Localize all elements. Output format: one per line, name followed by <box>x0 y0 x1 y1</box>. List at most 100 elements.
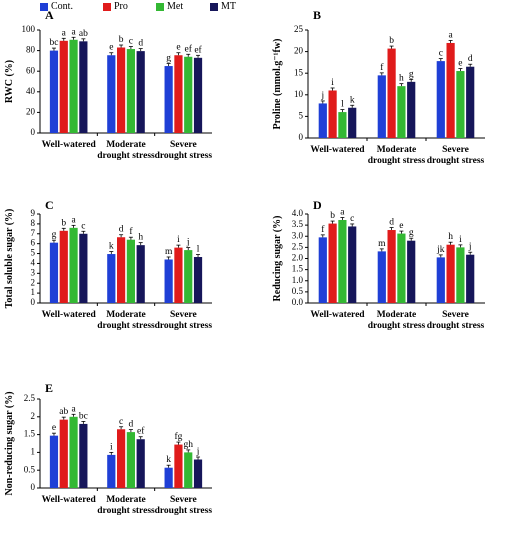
panel-b: B 0 5 10 15 20 25 Proline (mmol.g⁻¹fw) Well-wate… <box>272 8 485 166</box>
significance-letter: m <box>378 239 386 249</box>
bar-d <box>318 237 327 303</box>
y-tick-label: 4.0 <box>292 208 304 218</box>
significance-letter: h <box>448 232 453 242</box>
legend-label-met: Met <box>167 1 184 12</box>
bar-e <box>184 452 193 488</box>
significance-letter: i <box>459 235 462 245</box>
bar-c <box>59 230 68 303</box>
significance-letter: gh <box>183 440 193 450</box>
bar-b <box>456 71 465 138</box>
bar-e <box>136 439 145 488</box>
x-tick-label: Well-watered <box>310 310 365 320</box>
legend-swatch-mt <box>210 3 218 11</box>
bar-a <box>126 49 135 133</box>
bar-e <box>79 423 88 488</box>
significance-letter: b <box>389 36 394 46</box>
significance-letter: bc <box>49 38 58 48</box>
y-tick-label: 0.5 <box>292 286 304 296</box>
bar-e <box>193 459 203 488</box>
y-tick-label: 0 <box>31 482 36 492</box>
significance-letter: g <box>52 230 57 240</box>
y-tick-label: 1.0 <box>292 275 304 285</box>
y-tick-label: 5 <box>31 248 36 258</box>
bar-d <box>436 257 445 303</box>
significance-letter: ab <box>79 29 88 39</box>
bar-d <box>466 254 475 303</box>
y-tick-label: 1 <box>31 287 36 297</box>
panel-letter-a: A <box>45 8 54 22</box>
bar-b <box>387 48 396 138</box>
bar-c <box>136 245 145 303</box>
x-tick-label: Moderate drought stress <box>368 145 426 166</box>
y-tick-label: 9 <box>31 208 36 218</box>
significance-letter: e <box>458 59 462 69</box>
x-tick-label: Well-watered <box>42 495 97 505</box>
bar-c <box>69 227 78 303</box>
bar-d <box>397 233 406 303</box>
bar-a <box>164 66 173 133</box>
panel-letter-b: B <box>313 8 321 22</box>
bar-e <box>117 429 126 488</box>
bar-d <box>387 230 396 303</box>
x-tick-label: Severe drought stress <box>427 145 485 166</box>
bar-c <box>79 233 88 303</box>
y-tick-label: 8 <box>31 218 36 228</box>
bar-c <box>164 259 173 303</box>
y-tick-label: 2.5 <box>24 393 36 403</box>
significance-letter: b <box>119 35 124 45</box>
x-tick-label: Well-watered <box>42 140 97 150</box>
y-tick-label: 15 <box>294 67 304 77</box>
x-tick-label: Well-watered <box>310 145 365 155</box>
bar-a <box>49 50 59 133</box>
significance-letter: g <box>409 228 414 238</box>
bar-e <box>69 416 78 488</box>
significance-letter: d <box>389 218 394 228</box>
significance-letter: m <box>165 247 173 257</box>
significance-letter: j <box>196 447 200 457</box>
bar-c <box>184 250 193 303</box>
significance-letter: j <box>186 238 190 248</box>
significance-letter: l <box>341 100 344 110</box>
y-tick-label: 60 <box>26 65 36 75</box>
bar-e <box>174 444 183 488</box>
bar-c <box>117 237 126 303</box>
y-tick-label: 2.0 <box>292 253 304 263</box>
bar-d <box>377 251 386 303</box>
bar-b <box>466 66 475 138</box>
significance-letter: a <box>340 208 345 218</box>
significance-letter: d <box>138 39 143 49</box>
panel-letter-d: D <box>313 198 322 212</box>
panel-letter-e: E <box>45 381 53 395</box>
significance-letter: h <box>399 74 404 84</box>
significance-letter: a <box>448 30 453 40</box>
bar-b <box>328 90 337 138</box>
legend-label-mt: MT <box>221 1 236 12</box>
x-tick-label: Moderate drought stress <box>97 310 155 331</box>
y-tick-label: 2 <box>31 411 36 421</box>
significance-letter: g <box>166 54 171 64</box>
significance-letter: a <box>71 27 76 37</box>
y-tick-label: 1.5 <box>24 429 36 439</box>
y-axis-label-e: Non-reducing sugar (%) <box>4 391 15 495</box>
significance-letter: b <box>61 218 66 228</box>
y-tick-label: 80 <box>26 45 36 55</box>
x-tick-label: Severe drought stress <box>155 495 213 516</box>
significance-letter: d <box>129 420 134 430</box>
y-tick-label: 100 <box>22 24 36 34</box>
bar-a <box>193 57 203 134</box>
bar-b <box>338 112 347 138</box>
bar-b <box>436 61 445 138</box>
significance-letter: c <box>129 37 133 47</box>
bar-b <box>348 107 357 138</box>
bar-e <box>107 454 116 488</box>
y-tick-label: 3.0 <box>292 230 304 240</box>
legend-swatch-met <box>156 3 164 11</box>
y-tick-label: 0 <box>31 127 36 137</box>
x-tick-label: Severe drought stress <box>155 140 213 161</box>
significance-letter: i <box>331 78 334 88</box>
y-tick-label: 0.5 <box>24 464 36 474</box>
significance-letter: a <box>71 404 76 414</box>
bar-b <box>377 75 386 138</box>
